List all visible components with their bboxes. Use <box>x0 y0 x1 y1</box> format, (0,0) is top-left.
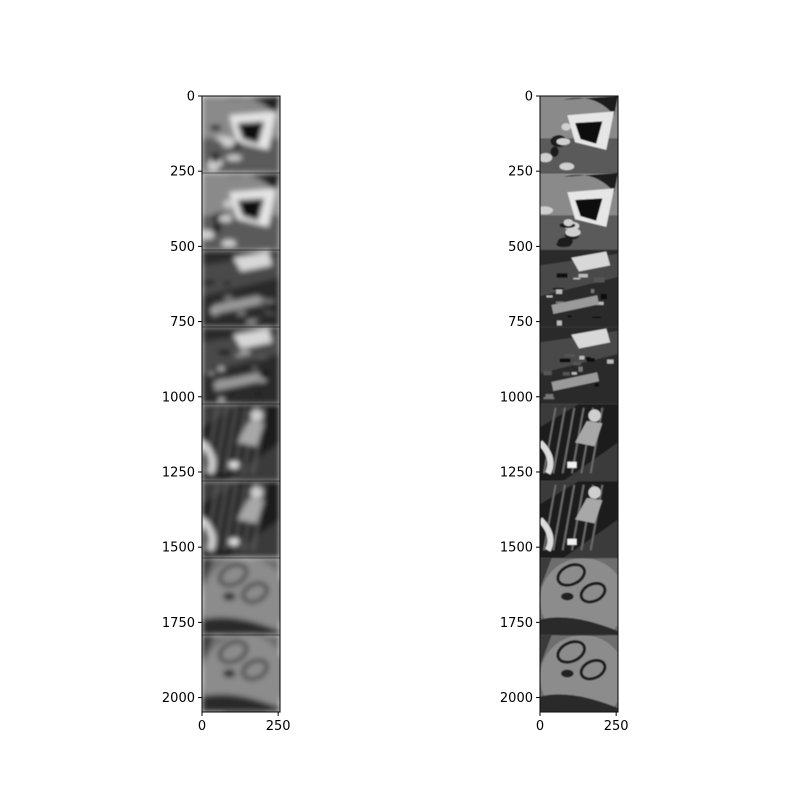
image-strip <box>540 96 618 712</box>
y-tick-label: 2000 <box>162 691 195 706</box>
image-frame-person-on-ramp <box>540 481 618 558</box>
image-frame-face-closeup <box>540 635 618 712</box>
image-frame-face-closeup <box>540 558 618 643</box>
image-frame-face-closeup <box>202 635 280 712</box>
y-tick-label: 1250 <box>162 465 195 480</box>
image-frame-rotated-rooftop-scene <box>540 250 618 327</box>
image-frame-graffiti-skull <box>540 173 618 250</box>
y-tick-label: 1000 <box>162 390 195 405</box>
y-tick-label: 1500 <box>500 541 533 556</box>
image-frame-face-closeup <box>202 558 280 643</box>
y-tick-label: 1750 <box>500 616 533 631</box>
y-tick-label: 2000 <box>500 691 533 706</box>
image-frame-person-on-ramp <box>540 404 618 481</box>
image-frame-person-on-ramp <box>202 481 280 558</box>
y-tick-label: 250 <box>508 165 533 180</box>
y-tick-label: 1250 <box>500 465 533 480</box>
image-frame-graffiti-skull <box>202 173 280 250</box>
image-frame-graffiti-skull <box>540 96 618 173</box>
y-tick-label: 1000 <box>500 390 533 405</box>
image-strip <box>202 96 280 712</box>
x-tick-label: 250 <box>604 719 629 734</box>
image-frame-rotated-rooftop-scene <box>540 327 618 404</box>
y-tick-label: 750 <box>508 315 533 330</box>
image-frame-person-on-ramp <box>202 404 280 481</box>
y-tick-label: 0 <box>525 90 533 105</box>
y-tick-label: 250 <box>170 165 195 180</box>
y-tick-label: 1750 <box>162 616 195 631</box>
y-tick-label: 500 <box>508 240 533 255</box>
x-tick-label: 250 <box>266 719 291 734</box>
y-tick-label: 750 <box>170 315 195 330</box>
y-tick-label: 500 <box>170 240 195 255</box>
y-tick-label: 1500 <box>162 541 195 556</box>
x-tick-label: 0 <box>198 719 206 734</box>
axes-frame <box>539 95 619 713</box>
axes-frame <box>201 95 281 713</box>
y-tick-label: 0 <box>187 90 195 105</box>
image-frame-rotated-rooftop-scene <box>202 327 280 404</box>
x-tick-label: 0 <box>536 719 544 734</box>
image-frame-graffiti-skull <box>202 96 280 173</box>
image-frame-rotated-rooftop-scene <box>202 250 280 327</box>
